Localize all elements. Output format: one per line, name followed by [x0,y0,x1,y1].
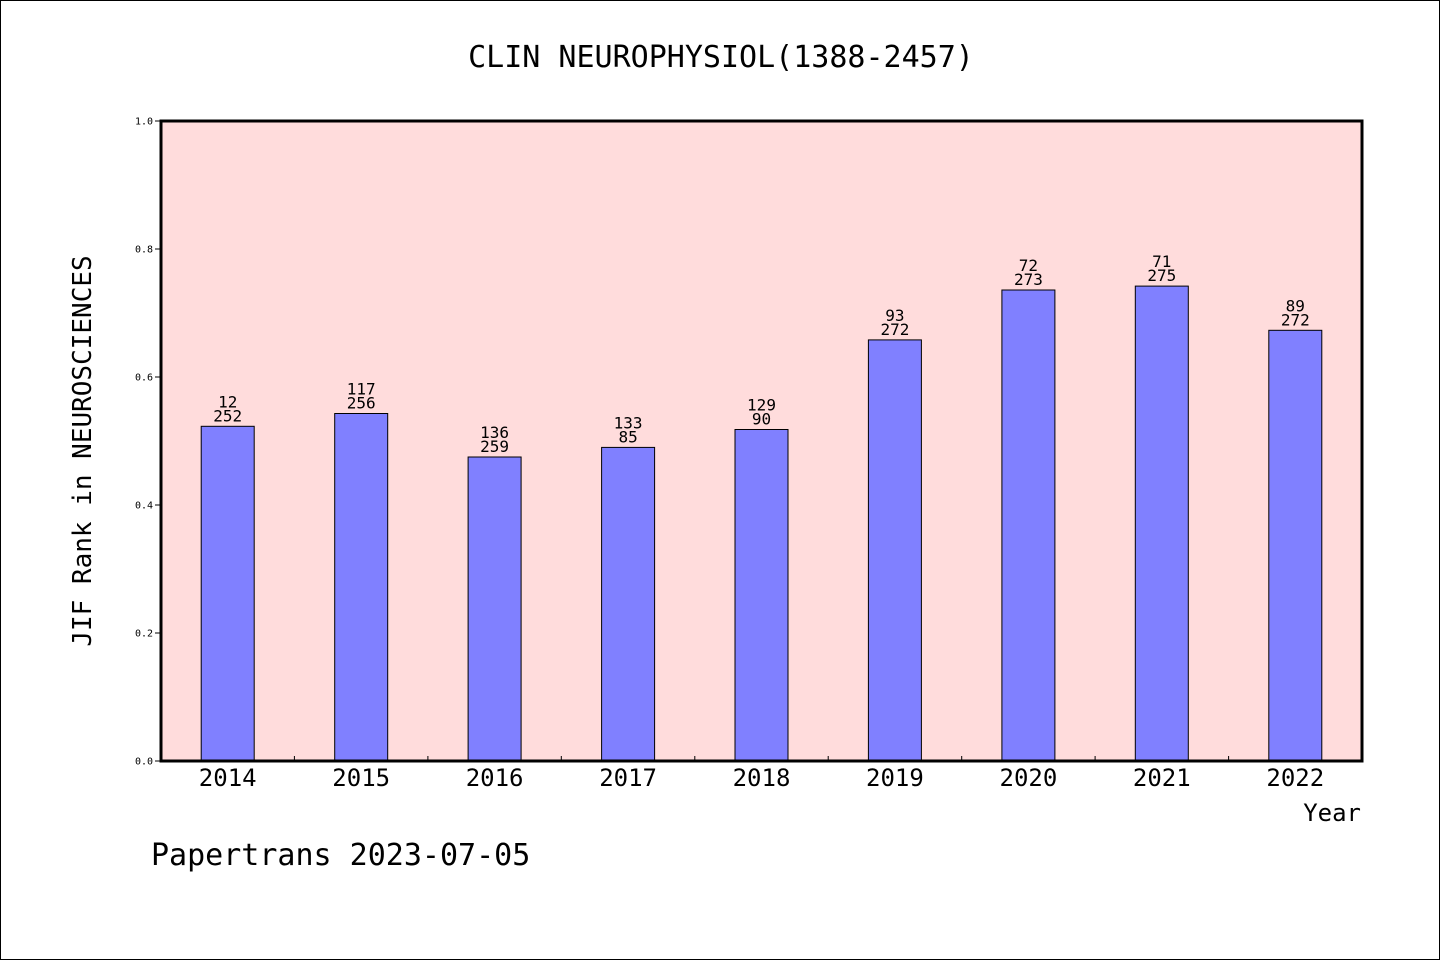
data-label-total: 273 [1014,270,1043,289]
x-tick-label: 2014 [199,764,257,792]
data-label-total: 272 [880,320,909,339]
x-tick-group: 2014 2015 2016 2017 2018 2019 2020 2021 2022 [199,756,1324,792]
footer-text: Papertrans 2023-07-05 [151,838,530,873]
bar [867,339,922,762]
plot-border [159,119,1364,763]
y-tick-label: 0.0 [135,757,153,768]
x-axis-label: Year [1303,799,1361,827]
data-label-total: 259 [480,437,509,456]
bar [200,425,255,762]
chart-title: CLIN NEUROPHYSIOL(1388-2457) [468,40,974,75]
data-label-total: 90 [752,410,771,429]
y-tick-label: 0.6 [135,373,153,384]
y-tick-label: 0.8 [135,245,153,256]
y-axis-label: JIF Rank in NEUROSCIENCES [68,255,98,646]
data-label-rank: 71 [1152,252,1171,271]
data-label-total: 85 [618,427,637,446]
bar [734,429,789,762]
x-tick-label: 2019 [866,764,924,792]
data-label-rank: 12 [218,392,237,411]
data-label-rank: 93 [885,306,904,325]
data-label-total: 272 [1281,310,1310,329]
x-tick-label: 2018 [733,764,791,792]
data-label-rank: 133 [614,413,643,432]
data-label-rank: 136 [480,423,509,442]
data-label-rank: 89 [1286,296,1305,315]
data-label-total: 256 [347,394,376,413]
data-label-group: 1225211725613625913385129909327272273712… [213,252,1310,456]
bar-group [200,285,1323,762]
bar [467,456,522,762]
bar [334,413,389,762]
bar [1134,285,1189,762]
data-label-rank: 117 [347,380,376,399]
x-tick-label: 2015 [332,764,390,792]
y-tick-group: 0.0 0.2 0.4 0.6 0.8 1.0 [135,117,161,768]
data-label-total: 252 [213,406,242,425]
data-label-rank: 129 [747,396,776,415]
x-tick-label: 2017 [599,764,657,792]
bar [601,446,656,762]
data-label-total: 275 [1147,266,1176,285]
x-tick-label: 2022 [1266,764,1324,792]
y-tick-label: 1.0 [135,117,153,128]
bar [1268,329,1323,762]
x-tick-label: 2016 [466,764,524,792]
y-tick-label: 0.2 [135,629,153,640]
x-tick-label: 2020 [1000,764,1058,792]
y-tick-label: 0.4 [135,501,153,512]
data-label-rank: 72 [1019,256,1038,275]
bar [1001,289,1056,762]
x-tick-label: 2021 [1133,764,1191,792]
